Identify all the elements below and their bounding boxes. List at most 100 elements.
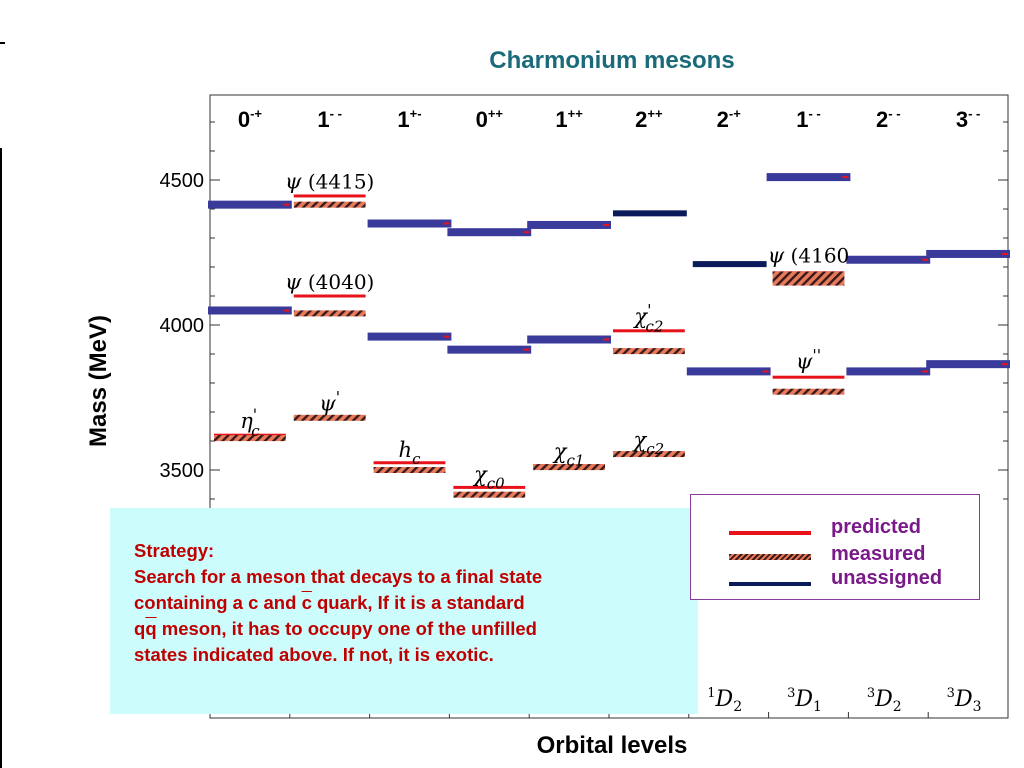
level-bar-red-tip: [523, 348, 530, 351]
legend-predicted-swatch: [729, 531, 811, 535]
level-bar-predicted-blue: [527, 335, 611, 344]
level-bar-predicted-blue: [208, 200, 292, 209]
strategy-line-3: qq meson, it has to occupy one of the un…: [134, 616, 676, 642]
state-annotation: χc0: [472, 463, 505, 493]
column-header-jpc: 1- -: [796, 106, 821, 132]
legend-measured-swatch: [729, 554, 811, 560]
level-bar-predicted: [293, 194, 366, 198]
term-label: 3D1: [787, 686, 822, 715]
level-bar-red-tip: [762, 370, 769, 373]
level-bar-measured-wide: [772, 271, 845, 286]
level-bar-predicted-blue: [527, 220, 611, 229]
column-header-jpc: 2++: [635, 106, 663, 132]
legend-measured-label: measured: [831, 543, 926, 565]
level-bar-predicted-blue: [208, 306, 292, 315]
level-bar-predicted: [772, 375, 845, 379]
strategy-line-2: containing a c and c quark, If it is a s…: [134, 590, 676, 616]
term-label: 1D2: [707, 686, 742, 715]
state-annotation: ψ': [319, 388, 340, 416]
strategy-line-3b: meson, it has to occupy one of the unfil…: [156, 618, 537, 639]
level-bar-predicted-blue: [926, 360, 1010, 369]
y-axis-label: Mass (MeV): [85, 315, 112, 447]
level-bar-predicted: [293, 294, 366, 298]
state-annotation: ψ (4160: [768, 244, 850, 268]
column-header-jpc: 0-+: [238, 106, 263, 132]
level-bar-measured: [293, 414, 366, 421]
state-annotation: ψ (4415): [285, 170, 374, 194]
column-header-jpc: 3- -: [956, 106, 981, 132]
level-bar-red-tip: [603, 338, 609, 341]
legend-predicted-label: predicted: [831, 516, 922, 538]
column-header-jpc: 1+-: [397, 106, 421, 132]
strategy-heading: Strategy:: [134, 540, 215, 561]
level-bar-red-tip: [603, 223, 609, 226]
level-bar-predicted-blue: [686, 367, 771, 376]
y-tick-label: 4000: [160, 315, 205, 337]
level-bar-red-tip: [922, 258, 929, 261]
level-bar-measured: [772, 388, 845, 395]
level-bar-measured: [293, 201, 366, 208]
left-edge-tick: [0, 42, 5, 44]
strategy-note: Strategy: Search for a meson that decays…: [110, 508, 698, 714]
level-bar-predicted-blue: [447, 345, 532, 354]
level-bar-red-tip: [283, 309, 290, 312]
state-annotation: ψ'': [796, 346, 821, 374]
column-header-jpc: 1++: [555, 106, 583, 132]
state-annotation: χc1: [552, 439, 585, 469]
level-bar-predicted-blue: [766, 173, 851, 182]
level-bar-measured: [533, 464, 605, 471]
strategy-line-2a: containing a c and: [134, 592, 302, 613]
level-bar-predicted-blue: [926, 249, 1010, 258]
left-edge-bar: [0, 148, 2, 768]
level-bar-measured: [293, 310, 366, 317]
chart-title: Charmonium mesons: [489, 47, 734, 74]
column-header-jpc: 2-+: [717, 106, 742, 132]
level-bar-predicted-blue: [846, 255, 931, 264]
term-label: 3D2: [867, 686, 902, 715]
level-bar-measured: [613, 451, 685, 458]
level-bar-predicted: [373, 461, 446, 465]
level-bar-red-tip: [523, 231, 530, 234]
column-header-jpc: 2- -: [876, 106, 901, 132]
level-bar-measured: [613, 348, 685, 355]
level-bar-measured: [214, 435, 286, 442]
strategy-line-4: states indicated above. If not, it is ex…: [134, 644, 494, 665]
legend-unassigned-swatch: [729, 582, 811, 586]
level-bar-red-tip: [443, 222, 450, 225]
term-label: 3D3: [947, 686, 982, 715]
level-bar-unassigned: [613, 210, 687, 217]
level-bar-predicted-blue: [846, 367, 931, 376]
legend: predicted measured unassigned: [690, 494, 980, 600]
level-bar-red-tip: [842, 176, 849, 179]
level-bar-predicted: [613, 329, 685, 333]
x-axis-label: Orbital levels: [537, 732, 688, 759]
state-annotation: η' c: [240, 405, 260, 440]
level-bar-red-tip: [283, 203, 290, 206]
q-symbol: q: [134, 618, 146, 639]
level-bar-red-tip: [922, 370, 929, 373]
c-bar-symbol: c: [301, 592, 312, 613]
state-annotation: χ' c2: [632, 301, 663, 336]
state-annotation: χc2: [632, 428, 665, 458]
level-bar-predicted-blue: [447, 228, 532, 237]
column-header-jpc: 1- -: [317, 106, 342, 132]
level-bar-unassigned: [692, 261, 767, 268]
level-bar-red-tip: [1002, 363, 1008, 366]
state-annotation: hc: [399, 438, 422, 468]
state-annotation: ψ (4040): [285, 270, 374, 294]
y-tick-label: 4500: [160, 170, 205, 192]
level-bar-predicted-blue: [367, 219, 452, 228]
level-bar-measured: [373, 467, 446, 473]
strategy-line-1: Search for a meson that decays to a fina…: [134, 566, 543, 587]
column-header-jpc: 0++: [476, 106, 504, 132]
level-bar-red-tip: [443, 335, 450, 338]
level-bar-measured: [453, 491, 526, 498]
level-bar-red-tip: [1002, 252, 1008, 255]
y-tick-label: 3500: [160, 460, 205, 482]
level-bar-predicted: [453, 485, 526, 489]
strategy-line-2b: quark, If it is a standard: [311, 592, 525, 613]
q-bar-symbol: q: [145, 618, 157, 639]
level-bar-predicted-blue: [367, 332, 452, 341]
legend-unassigned-label: unassigned: [831, 567, 943, 589]
